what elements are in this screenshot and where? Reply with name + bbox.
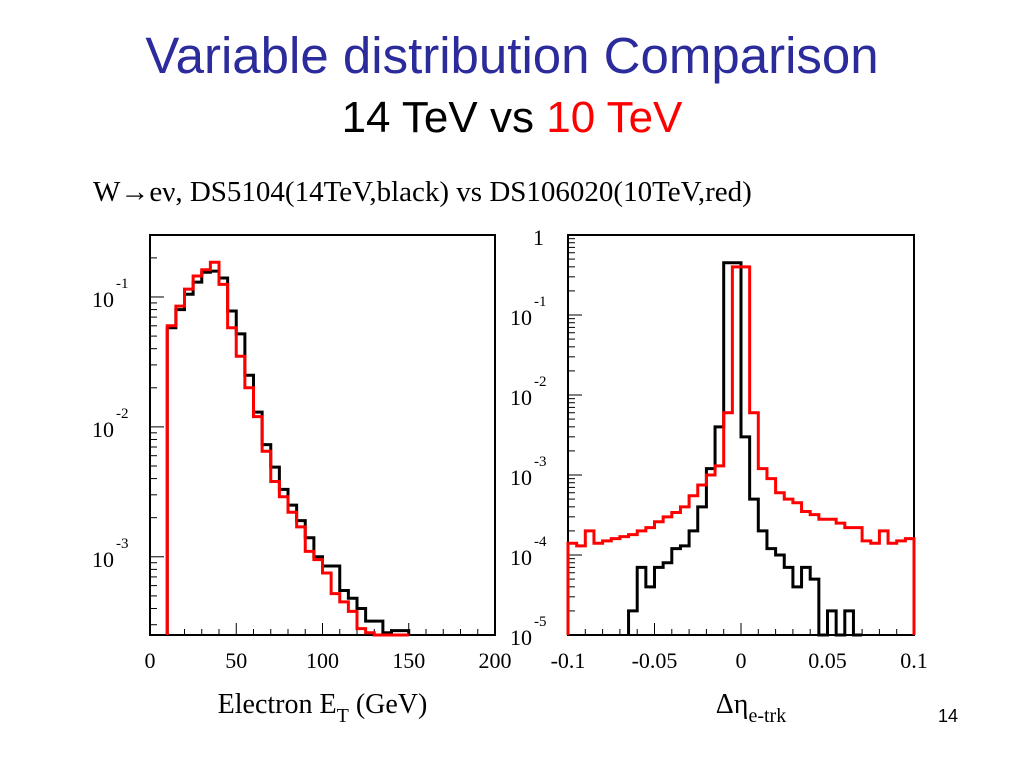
x-tick-label: -0.1: [551, 648, 586, 673]
y-tick-label: 10: [510, 545, 532, 570]
x-tick-label: 0: [145, 648, 156, 673]
x-tick-label: 200: [479, 648, 512, 673]
x-tick-label: 0.1: [900, 648, 928, 673]
series-14tev-black: [627, 261, 863, 637]
x-tick-label: 100: [306, 648, 339, 673]
y-tick-exponent: -1: [534, 294, 547, 310]
x-tick-label: 50: [225, 648, 247, 673]
x-tick-label: 0.05: [808, 648, 847, 673]
dataset-caption: W→eν, DS5104(14TeV,black) vs DS106020(10…: [93, 176, 752, 208]
slide-title: Variable distribution Comparison: [145, 27, 879, 84]
series-10tev-red: [165, 260, 409, 637]
subtitle-10tev: 10 TeV: [546, 93, 683, 142]
series-14tev-black: [165, 269, 411, 635]
y-tick-exponent: -2: [534, 374, 547, 390]
x-axis-label-sub: e-trk: [748, 705, 786, 727]
y-tick-label: 10: [92, 547, 114, 572]
series-10tev-red: [566, 265, 916, 635]
y-tick-label: 10: [510, 625, 532, 650]
x-axis-label-unit: (GeV): [349, 689, 428, 720]
y-tick-label: 10: [510, 465, 532, 490]
x-tick-label: 0: [736, 648, 747, 673]
x-tick-label: 150: [392, 648, 425, 673]
y-tick-label: 10: [92, 417, 114, 442]
y-tick-exponent: -5: [534, 614, 547, 630]
y-tick-exponent: -1: [116, 276, 129, 292]
slide-subtitle: 14 TeV vs 10 TeV: [0, 93, 1024, 142]
y-tick-exponent: -2: [116, 406, 129, 422]
y-tick-label: 10: [510, 305, 532, 330]
x-axis-label-main: Electron E: [218, 689, 337, 720]
x-axis-label-main: Δη: [716, 689, 749, 720]
subtitle-14tev: 14 TeV vs: [341, 93, 534, 142]
x-axis-label-sub: T: [337, 705, 349, 727]
x-tick-label: -0.05: [632, 648, 678, 673]
y-tick-label: 1: [533, 225, 544, 250]
y-tick-exponent: -3: [534, 454, 547, 470]
y-tick-exponent: -3: [116, 536, 129, 552]
plot-frame: [149, 234, 496, 636]
y-tick-label: 10: [510, 385, 532, 410]
x-axis-label: Electron ET (GeV): [218, 689, 428, 727]
y-tick-exponent: -4: [534, 534, 547, 550]
delta-eta-plot: -0.1 -0.05 0 0.05 0.110-510-410-310-210-11Δη…: [510, 225, 928, 727]
y-tick-label: 10: [92, 287, 114, 312]
page-number: 14: [938, 706, 959, 726]
x-axis-label: Δηe-trk: [716, 689, 786, 727]
